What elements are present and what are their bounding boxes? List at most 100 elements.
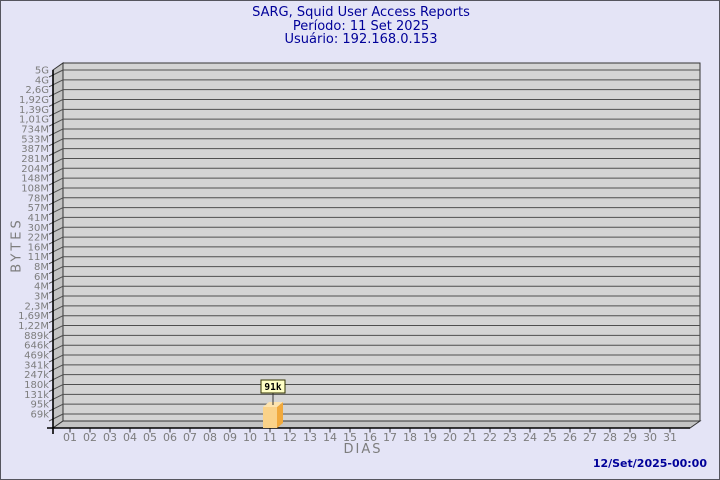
- y-tick-label: 387M: [21, 144, 49, 155]
- x-tick-label: 11: [263, 431, 277, 444]
- x-tick-label: 25: [543, 431, 557, 444]
- y-tick-label: 1,39G: [19, 105, 49, 116]
- y-tick-label: 4M: [34, 282, 49, 293]
- y-tick-label: 180k: [24, 380, 49, 391]
- y-tick-label: 204M: [21, 164, 49, 175]
- y-tick-label: 4G: [35, 75, 49, 86]
- y-tick-label: 533M: [21, 134, 49, 145]
- y-tick-label: 2,3M: [24, 301, 49, 312]
- x-tick-label: 09: [223, 431, 237, 444]
- y-tick-label: 95k: [30, 400, 49, 411]
- y-tick-label: 3M: [34, 292, 49, 303]
- y-tick: [48, 305, 64, 314]
- bar-front-face: [263, 407, 277, 428]
- plot-area: [62, 62, 701, 422]
- y-tick-label: 148M: [21, 174, 49, 185]
- x-tick-label: 14: [323, 431, 337, 444]
- x-tick-label: 07: [183, 431, 197, 444]
- y-tick: [48, 393, 64, 402]
- bar-value-label: 91k: [264, 382, 281, 393]
- y-tick: [48, 295, 64, 304]
- y-tick: [48, 285, 64, 294]
- y-tick: [48, 354, 64, 363]
- y-tick-label: 69k: [30, 410, 49, 421]
- x-tick-label: 18: [403, 431, 417, 444]
- y-tick-label: 646k: [24, 341, 49, 352]
- plot-wall: [52, 62, 64, 429]
- report-header: SARG, Squid User Access Reports Período:…: [1, 5, 719, 47]
- x-tick-label: 27: [583, 431, 597, 444]
- y-tick-label: 281M: [21, 154, 49, 165]
- y-tick-label: 78M: [28, 193, 49, 204]
- x-tick-label: 17: [383, 431, 397, 444]
- y-tick-label: 16M: [28, 242, 49, 253]
- generation-timestamp: 12/Set/2025-00:00: [592, 457, 707, 470]
- x-tick-label: 15: [343, 431, 357, 444]
- y-tick-label: 108M: [21, 183, 49, 194]
- y-tick: [48, 413, 64, 422]
- y-tick: [48, 89, 64, 98]
- x-tick-label: 20: [443, 431, 457, 444]
- x-tick-label: 01: [63, 431, 77, 444]
- y-tick: [48, 118, 64, 127]
- bar-side-face: [277, 402, 283, 428]
- y-tick: [48, 266, 64, 275]
- x-tick-label: 10: [243, 431, 257, 444]
- y-tick: [48, 108, 64, 117]
- x-tick-label: 23: [503, 431, 517, 444]
- bar-day-11: 91k: [260, 379, 286, 428]
- y-tick-label: 8M: [34, 262, 49, 273]
- x-tick-label: 02: [83, 431, 97, 444]
- report-period: Período: 11 Set 2025: [292, 18, 430, 34]
- y-tick: [48, 384, 64, 392]
- y-tick: [48, 99, 64, 107]
- x-tick-label: 31: [663, 431, 677, 444]
- x-tick-label: 16: [363, 431, 377, 444]
- y-tick-label: 1,92G: [19, 95, 49, 106]
- x-tick-label: 13: [303, 431, 317, 444]
- y-tick: [48, 167, 64, 176]
- x-tick-label: 30: [643, 431, 657, 444]
- y-tick: [48, 197, 64, 206]
- y-tick: [48, 69, 64, 78]
- y-tick-label: 247k: [24, 370, 49, 381]
- y-tick-label: 57M: [28, 203, 49, 214]
- x-tick-label: 12: [283, 431, 297, 444]
- y-axis-title: BYTES: [9, 217, 25, 273]
- x-tick-label: 03: [103, 431, 117, 444]
- y-tick-label: 6M: [34, 272, 49, 283]
- y-tick-label: 131k: [24, 390, 49, 401]
- x-tick-label: 26: [563, 431, 577, 444]
- y-tick: [48, 325, 64, 333]
- x-tick-label: 24: [523, 431, 537, 444]
- y-tick: [48, 158, 64, 166]
- y-tick: [48, 177, 64, 186]
- y-tick-labels: 5G4G2,6G1,92G1,39G1,01G734M533M387M281M2…: [18, 66, 49, 421]
- y-tick: [48, 148, 64, 157]
- y-tick-label: 30M: [28, 223, 49, 234]
- x-axis-title: DIAS: [343, 442, 383, 457]
- report-title: SARG, Squid User Access Reports: [252, 5, 470, 20]
- plot-floor: [51, 420, 702, 429]
- y-tick: [48, 128, 64, 137]
- y-tick-label: 469k: [24, 351, 49, 362]
- y-tick-label: 22M: [28, 233, 49, 244]
- x-tick-label: 28: [603, 431, 617, 444]
- x-tick-labels: 01 02 03 04 05 06 07 08 09 10 11 12 13 14 15 16 17 18 19 20…: [63, 428, 677, 444]
- y-tick-label: 5G: [35, 66, 49, 77]
- y-tick: [48, 216, 64, 225]
- y-tick: [48, 138, 64, 147]
- bar-value-callout: [260, 379, 286, 394]
- x-tick-label: 21: [463, 431, 477, 444]
- y-tick: [48, 403, 64, 412]
- x-tick-label: 22: [483, 431, 497, 444]
- y-tick: [48, 79, 64, 88]
- x-tick-label: 05: [143, 431, 157, 444]
- y-tick-label: 341k: [24, 360, 49, 371]
- y-tick: [48, 207, 64, 216]
- y-tick: [48, 344, 64, 353]
- y-tick-label: 1,69M: [18, 311, 49, 322]
- report-user: Usuário: 192.168.0.153: [284, 32, 438, 47]
